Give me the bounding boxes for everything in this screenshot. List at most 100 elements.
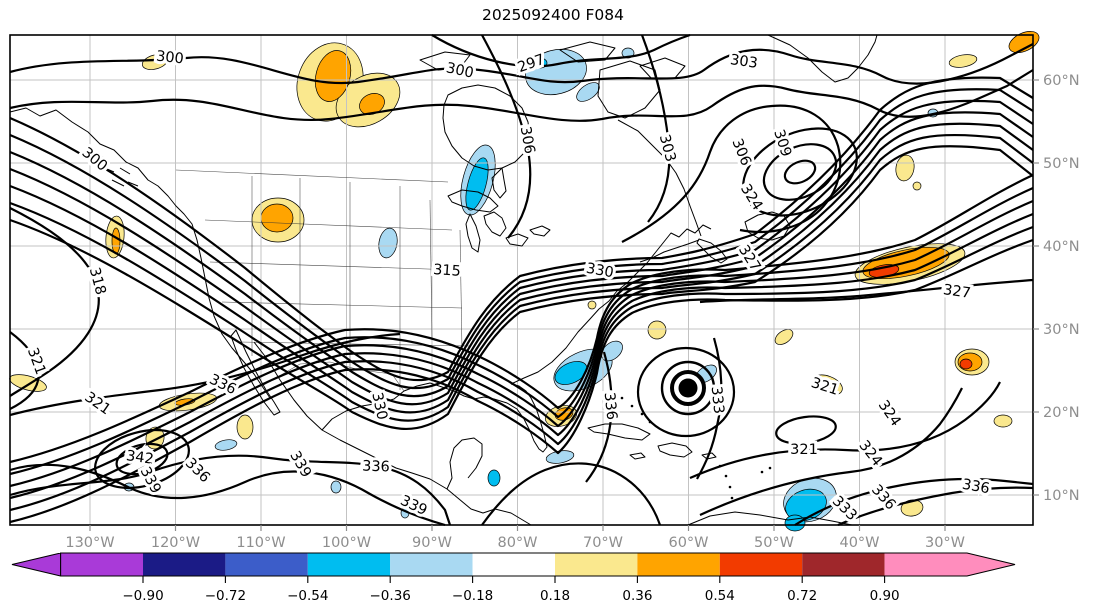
- contour-label: 300: [445, 60, 475, 81]
- lat-tick-label: 30°N: [1043, 322, 1080, 338]
- contour-label: 324: [737, 182, 765, 214]
- contour-line: [9, 122, 1034, 414]
- coastline: [419, 51, 471, 71]
- contour-line: [9, 463, 446, 527]
- tropical-cyclone-symbol: [670, 370, 706, 406]
- lat-tick-label: 60°N: [1043, 73, 1080, 89]
- anomaly-patch-red: [959, 358, 973, 370]
- anomaly-patch-lightblue: [330, 480, 342, 494]
- coastline: [483, 211, 507, 237]
- colorbar-segment: [884, 553, 967, 576]
- contour-label: 315: [433, 262, 462, 280]
- anomaly-patch-orange: [815, 377, 837, 393]
- coastline: [505, 233, 529, 247]
- contour-line: [9, 186, 1034, 476]
- colorbar-tick-label: 0.72: [787, 588, 817, 604]
- anomaly-patch-yellow: [900, 499, 924, 517]
- coastline: [9, 107, 271, 399]
- lon-tick-label: 110°W: [236, 535, 285, 551]
- colorbar-segment: [60, 553, 143, 576]
- lon-tick-label: 130°W: [65, 535, 114, 551]
- contour-line: [481, 462, 662, 526]
- contour-label: 339: [286, 449, 314, 481]
- contour-lines-layer: [9, 33, 1034, 527]
- contour-label: 306: [517, 125, 538, 155]
- cyclone-core-dot: [678, 378, 698, 398]
- colorbar-tick-label: 0.36: [622, 588, 652, 604]
- colorbar-tick-label: 0.18: [540, 588, 570, 604]
- colorbar-tick-label: −0.90: [122, 588, 163, 604]
- anomaly-patch-yellow: [236, 414, 254, 440]
- anomaly-patch-orange: [260, 203, 294, 233]
- contour-line: [9, 43, 1034, 85]
- lon-tick-label: 80°W: [497, 535, 537, 551]
- coastline: [639, 57, 686, 80]
- contour-line: [9, 145, 1034, 431]
- state-border: [459, 229, 463, 351]
- contour-ring: [762, 143, 838, 201]
- colorbar-tick-label: −0.54: [287, 588, 328, 604]
- coastline: [321, 382, 548, 453]
- colorbar-under-arrow: [12, 553, 61, 576]
- lat-tick-label: 50°N: [1043, 156, 1080, 172]
- contour-label: 327: [942, 282, 972, 302]
- coastline: [465, 213, 481, 253]
- coastline: [617, 119, 702, 237]
- colorbar-tick-label: 0.90: [870, 588, 900, 604]
- contour-line: [9, 69, 1034, 122]
- contour-line: [699, 278, 1034, 304]
- contour-ring: [115, 442, 169, 476]
- contour-line: [699, 387, 963, 516]
- anomaly-patch-yellow: [993, 414, 1013, 428]
- contour-line: [9, 207, 100, 397]
- small-island-dot: [620, 396, 624, 400]
- contour-ring: [636, 346, 736, 438]
- anomaly-patch-yellow: [912, 181, 922, 191]
- colorbar-tick-label: −0.72: [205, 588, 246, 604]
- coastline: [587, 423, 651, 441]
- contour-label: 321: [24, 346, 49, 377]
- coastline: [529, 225, 551, 237]
- small-island-dot: [630, 404, 634, 408]
- lon-tick-label: 100°W: [322, 535, 371, 551]
- coastline: [767, 34, 878, 83]
- axis-ticks-and-labels: 130°W 120°W 110°W 100°W 90°W 80°W 70°W 60°W 50°W…: [65, 73, 1079, 551]
- contour-line: [9, 331, 40, 410]
- lon-tick-label: 40°W: [839, 535, 879, 551]
- contour-ring: [775, 415, 837, 445]
- contour-label: 330: [368, 391, 389, 421]
- contour-line: [9, 238, 1034, 524]
- anomaly-patch-lightblue: [214, 439, 238, 451]
- contour-label: 324: [875, 398, 904, 430]
- contour-ring: [94, 429, 190, 489]
- contour-line: [837, 486, 1034, 527]
- colorbar-segment: [225, 553, 308, 576]
- anomaly-patch-yellow: [895, 154, 915, 182]
- lon-tick-label: 70°W: [583, 535, 623, 551]
- anomaly-patch-cyan: [784, 514, 806, 532]
- contour-line: [9, 99, 1034, 398]
- coastline: [442, 84, 531, 199]
- contour-line: [9, 199, 1034, 488]
- contour-line: [9, 332, 401, 417]
- lon-tick-label: 30°W: [925, 535, 965, 551]
- plot-title: 2025092400 F084: [482, 6, 624, 24]
- anomaly-patch-cyan: [465, 157, 489, 211]
- colorbar-over-arrow: [967, 553, 1015, 576]
- contour-label: 321: [790, 442, 818, 458]
- anomaly-patch-yellow: [774, 329, 794, 345]
- colorbar: −0.90 −0.72 −0.54 −0.36 −0.18 0.18 0.36 0.54 0.7…: [11, 552, 1016, 604]
- lat-tick-label: 10°N: [1043, 488, 1080, 504]
- contour-line: [9, 76, 1034, 382]
- contour-label: 303: [729, 52, 759, 72]
- anomaly-patch-lightblue: [378, 227, 398, 259]
- small-island-dot: [730, 496, 734, 500]
- anomaly-patch-cyan: [487, 469, 501, 487]
- state-border: [221, 301, 463, 309]
- colorbar-tick-label: −0.18: [452, 588, 493, 604]
- coastline: [446, 437, 483, 490]
- state-border: [209, 261, 459, 271]
- anomaly-patch-cyan: [554, 361, 588, 385]
- state-border: [429, 199, 433, 341]
